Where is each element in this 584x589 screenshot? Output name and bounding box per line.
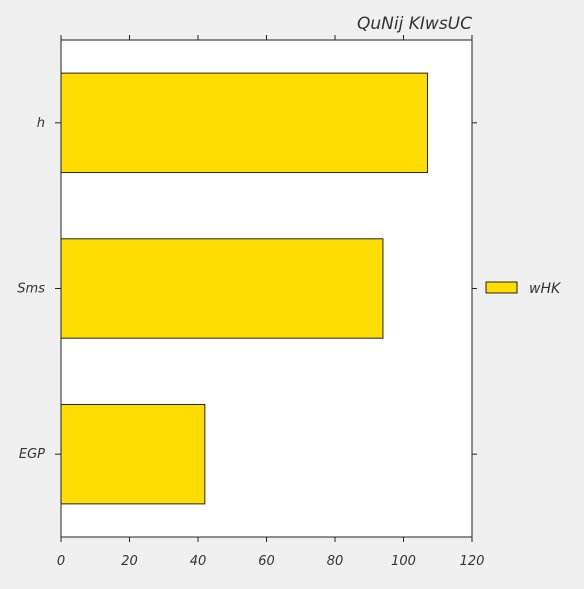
x-tick-label: 20 xyxy=(121,554,138,569)
chart-title: QuNij KIwsUC xyxy=(357,14,472,34)
legend: wHK xyxy=(485,281,562,297)
bar-h xyxy=(60,72,428,174)
bar-egp xyxy=(60,403,206,505)
x-tick-label: 60 xyxy=(258,554,275,569)
bar-sms xyxy=(60,238,384,339)
y-tick-label: EGP xyxy=(19,447,45,462)
x-tick-label: 100 xyxy=(391,554,416,569)
x-tick-label: 80 xyxy=(327,554,344,569)
x-tick-label: 120 xyxy=(460,554,485,569)
bars-layer xyxy=(60,72,428,505)
y-tick-label: Sms xyxy=(17,282,45,297)
legend-label: wHK xyxy=(529,281,562,297)
x-tick-label: 40 xyxy=(190,554,207,569)
x-tick-label: 0 xyxy=(57,554,65,569)
legend-swatch xyxy=(485,281,518,294)
y-tick-label: h xyxy=(37,116,45,131)
ticks-layer: h Sms EGP 0 20 40 60 80 100 120 xyxy=(17,35,484,569)
